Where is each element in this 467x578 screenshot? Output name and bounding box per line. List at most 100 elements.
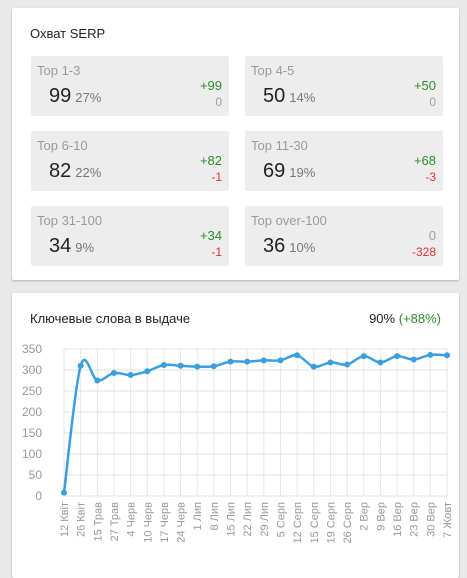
data-point bbox=[427, 351, 434, 358]
serp-tile-delta-secondary: -328 bbox=[411, 245, 436, 259]
x-tick-label: 19 Серп bbox=[325, 502, 337, 543]
data-point bbox=[61, 489, 67, 496]
x-tick-label: 29 Лип bbox=[259, 502, 271, 537]
serp-tile-percent: 10% bbox=[289, 240, 316, 255]
data-point bbox=[77, 362, 84, 369]
x-tick-label: 10 Черв bbox=[142, 502, 154, 543]
x-tick-label: 15 Серп bbox=[309, 502, 321, 543]
data-point bbox=[327, 359, 334, 366]
x-tick-label: 12 Квіт bbox=[59, 502, 71, 537]
x-tick-label: 9 Вер bbox=[375, 502, 387, 531]
serp-tile-label: Top 4-5 bbox=[251, 63, 295, 78]
y-tick-label: 300 bbox=[22, 363, 42, 377]
data-point bbox=[160, 361, 167, 368]
data-point bbox=[144, 368, 151, 375]
serp-tile: Top 1-3 99 27% +99 0 bbox=[31, 56, 229, 116]
serp-tile-count: 50 bbox=[263, 85, 286, 107]
y-tick-label: 100 bbox=[22, 447, 42, 461]
serp-tile-label: Top 31-100 bbox=[37, 213, 103, 228]
y-tick-label: 350 bbox=[22, 342, 42, 356]
serp-tile-delta-secondary: 0 bbox=[429, 95, 436, 109]
x-tick-label: 7 Жовт bbox=[442, 502, 454, 538]
x-tick-label: 26 Серп bbox=[342, 502, 354, 543]
serp-tile-delta-primary: +50 bbox=[413, 78, 436, 93]
y-tick-label: 250 bbox=[22, 384, 42, 398]
serp-tile-count: 36 bbox=[263, 235, 286, 257]
data-point bbox=[110, 369, 117, 376]
serp-coverage-card: Охват SERP Top 1-3 99 27% +99 0 Top 4-5 50 14% +… bbox=[12, 8, 459, 280]
x-tick-label: 8 Лип bbox=[209, 502, 221, 531]
x-tick-label: 12 Серп bbox=[292, 502, 304, 543]
serp-tile-percent: 14% bbox=[289, 90, 316, 105]
x-tick-label: 22 Лип bbox=[242, 502, 254, 537]
x-tick-label: 2 Вер bbox=[359, 502, 371, 531]
data-point bbox=[410, 356, 417, 363]
keywords-card-title: Ключевые слова в выдаче bbox=[30, 311, 191, 326]
x-tick-label: 17 Черв bbox=[159, 502, 171, 543]
data-point bbox=[244, 358, 251, 365]
keywords-summary: 90% (+88%) bbox=[369, 311, 441, 326]
data-point bbox=[194, 363, 201, 370]
x-tick-label: 30 Вер bbox=[425, 502, 437, 537]
serp-tile-delta-primary: +34 bbox=[199, 228, 222, 243]
keywords-summary-delta: (+88%) bbox=[398, 311, 441, 326]
serp-tile-count: 34 bbox=[49, 235, 72, 257]
data-point bbox=[260, 357, 267, 364]
keywords-summary-pct: 90% bbox=[369, 311, 396, 326]
data-point bbox=[127, 372, 134, 379]
x-tick-label: 23 Вер bbox=[409, 502, 421, 537]
serp-tile-value: 50 14% bbox=[263, 85, 315, 108]
x-tick-label: 5 Серп bbox=[275, 502, 287, 537]
x-tick-label: 26 Квіт bbox=[76, 502, 88, 537]
x-tick-label: 24 Черв bbox=[176, 502, 188, 543]
y-tick-label: 0 bbox=[35, 489, 42, 503]
serp-tile-delta-secondary: -1 bbox=[211, 170, 222, 184]
serp-tile-delta-primary: +68 bbox=[413, 153, 436, 168]
serp-tile-percent: 27% bbox=[75, 90, 102, 105]
data-point bbox=[294, 352, 301, 359]
serp-tile-label: Top 11-30 bbox=[251, 138, 308, 153]
x-tick-label: 16 Вер bbox=[392, 502, 404, 537]
keywords-card: Ключевые слова в выдаче 90% (+88%) 0 50 10… bbox=[12, 293, 459, 578]
x-tick-label: 15 Трав bbox=[92, 502, 104, 542]
x-tick-label: 4 Черв bbox=[126, 502, 138, 537]
serp-tile: Top 6-10 82 22% +82 -1 bbox=[31, 131, 229, 191]
x-tick-label: 27 Трав bbox=[109, 502, 121, 542]
data-point bbox=[177, 362, 184, 369]
serp-tile-count: 69 bbox=[263, 160, 286, 182]
serp-tile-label: Top 6-10 bbox=[37, 138, 88, 153]
serp-tile-value: 34 9% bbox=[49, 235, 94, 258]
serp-tile-value: 82 22% bbox=[49, 160, 101, 183]
data-point bbox=[394, 353, 401, 360]
serp-tile-delta-secondary: -1 bbox=[211, 245, 222, 259]
serp-tile-delta-primary: +82 bbox=[199, 153, 222, 168]
y-tick-label: 150 bbox=[22, 426, 42, 440]
serp-tile-delta-primary: +99 bbox=[199, 78, 222, 93]
serp-tile: Top 4-5 50 14% +50 0 bbox=[245, 56, 443, 116]
y-tick-label: 200 bbox=[22, 405, 42, 419]
serp-tile-label: Top 1-3 bbox=[37, 63, 81, 78]
data-point bbox=[94, 377, 101, 384]
serp-card-title: Охват SERP bbox=[30, 26, 106, 41]
serp-tile-delta-secondary: 0 bbox=[215, 95, 222, 109]
serp-tile-percent: 22% bbox=[75, 165, 102, 180]
serp-tile-value: 69 19% bbox=[263, 160, 315, 183]
data-point bbox=[210, 363, 217, 370]
serp-tile-delta-primary: 0 bbox=[428, 228, 436, 243]
serp-tile-count: 82 bbox=[49, 160, 72, 182]
data-point bbox=[444, 352, 450, 359]
data-point bbox=[377, 359, 384, 366]
x-tick-label: 1 Лип bbox=[192, 502, 204, 531]
serp-tile-percent: 19% bbox=[289, 165, 316, 180]
serp-tile: Top 11-30 69 19% +68 -3 bbox=[245, 131, 443, 191]
x-tick-label: 15 Лип bbox=[226, 502, 238, 537]
data-point bbox=[277, 357, 284, 364]
serp-tile-delta-secondary: -3 bbox=[425, 170, 436, 184]
data-point bbox=[227, 358, 234, 365]
data-point bbox=[344, 361, 351, 368]
serp-tile: Top 31-100 34 9% +34 -1 bbox=[31, 206, 229, 266]
keywords-line-chart: 0 50 100 150 200 250 300 350 12 Квіт 26 Квіт 15 Тр… bbox=[22, 342, 454, 543]
serp-tile: Top over-100 36 10% 0 -328 bbox=[245, 206, 443, 266]
data-point bbox=[360, 353, 367, 360]
y-tick-label: 50 bbox=[29, 468, 43, 482]
